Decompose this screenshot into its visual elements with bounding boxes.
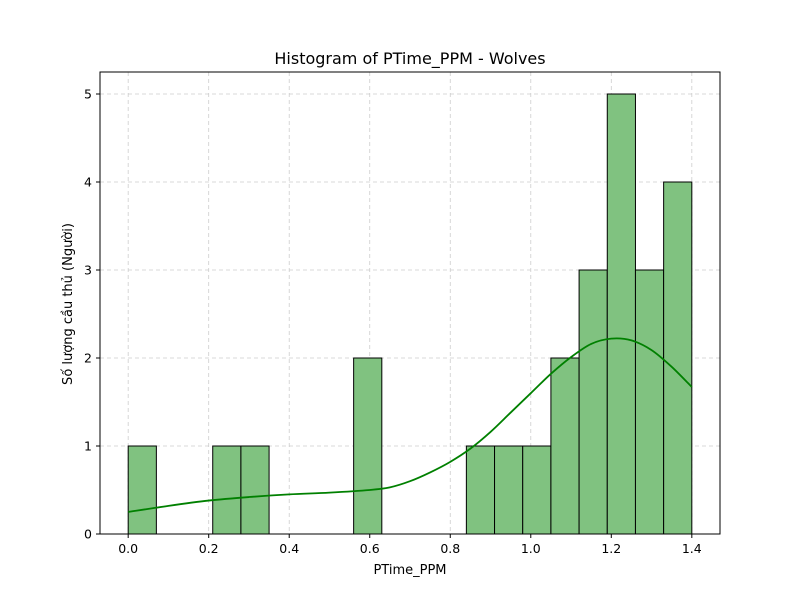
histogram-bar-14: [522, 445, 552, 535]
y-tick-label-3: 3: [84, 263, 92, 278]
y-tick-label-1: 1: [84, 439, 92, 454]
x-axis-label: PTime_PPM: [373, 563, 446, 578]
plot-frame: [99, 71, 721, 535]
histogram-bar-15: [550, 357, 580, 535]
histogram-bar-18: [634, 269, 665, 535]
kde-line: [128, 337, 693, 513]
histogram-bar-16: [578, 269, 608, 535]
chart-title: Histogram of PTime_PPM - Wolves: [274, 49, 545, 69]
x-tick-label-3: 0.6: [360, 541, 380, 556]
x-tick-label-7: 1.4: [682, 541, 702, 556]
x-tick-label-0: 0.0: [118, 541, 138, 556]
y-tick-label-4: 4: [84, 175, 92, 190]
histogram-bar-13: [494, 445, 524, 535]
histogram-bar-4: [240, 445, 270, 535]
y-tick-label-2: 2: [84, 351, 92, 366]
x-tick-label-5: 1.0: [521, 541, 541, 556]
grid-lines: [100, 72, 720, 535]
histogram-bar-3: [212, 445, 242, 535]
kde-curve: [128, 337, 693, 513]
x-tick-label-6: 1.2: [601, 541, 621, 556]
tick-labels: 0.0 0.2 0.4 0.6 0.8 1.0 1.2 1.4 0 1 2 3 4 5: [84, 87, 702, 557]
x-tick-label-2: 0.4: [279, 541, 299, 556]
x-tick-label-4: 0.8: [440, 541, 460, 556]
histogram-bar-17: [606, 93, 636, 535]
histogram-bar-12: [465, 445, 496, 535]
axes: [99, 71, 721, 535]
histogram-bar-19: [663, 181, 693, 535]
histogram-bars: [127, 93, 693, 535]
histogram-bar-0: [127, 445, 157, 535]
x-tick-label-1: 0.2: [199, 541, 219, 556]
histogram-bar-8: [353, 357, 383, 535]
y-axis-label: Số lượng cầu thủ (Người): [61, 223, 76, 385]
y-tick-label-5: 5: [84, 87, 92, 102]
y-tick-label-0: 0: [84, 527, 92, 542]
